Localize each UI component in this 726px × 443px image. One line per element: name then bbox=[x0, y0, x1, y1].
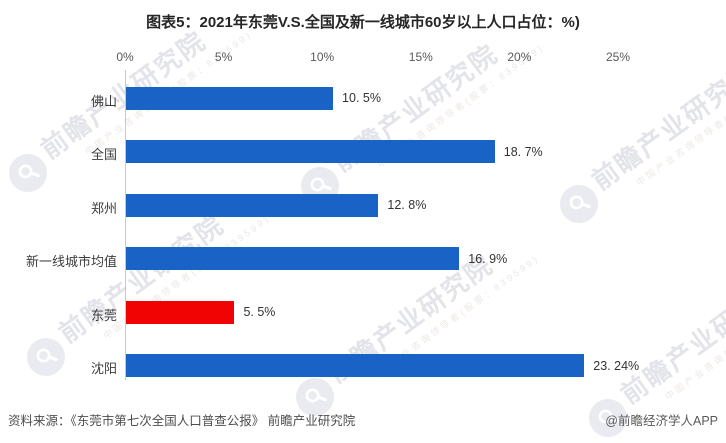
x-tick-label: 15% bbox=[408, 50, 433, 64]
value-label: 16. 9% bbox=[468, 251, 508, 266]
category-label: 新一线城市均值 bbox=[25, 254, 117, 269]
category-label: 郑州 bbox=[90, 200, 117, 216]
value-label: 12. 8% bbox=[387, 198, 427, 212]
bar bbox=[126, 354, 585, 377]
bar bbox=[126, 86, 334, 110]
qianzhan-magnifier-icon bbox=[552, 177, 606, 231]
value-label: 10. 5% bbox=[342, 91, 381, 105]
watermark-sub-text: 中国产业咨询领导者(股票：839599) bbox=[663, 273, 726, 402]
value-label: 5. 5% bbox=[243, 305, 276, 319]
category-label: 佛山 bbox=[90, 93, 117, 109]
bar bbox=[126, 247, 460, 270]
bar bbox=[126, 300, 235, 324]
bar bbox=[126, 193, 379, 217]
value-label: 23. 24% bbox=[593, 358, 640, 373]
watermark-sub-text: 中国产业咨询领导者(股票：839599) bbox=[634, 59, 726, 188]
category-label: 沈阳 bbox=[90, 361, 117, 376]
y-axis-line bbox=[125, 70, 126, 380]
x-tick-label: 5% bbox=[214, 50, 233, 64]
x-tick-label: 20% bbox=[507, 50, 532, 64]
watermark-brand-text: 前瞻产业研究院 bbox=[615, 270, 726, 410]
bar bbox=[126, 140, 495, 163]
value-label: 18. 7% bbox=[503, 144, 543, 159]
x-tick-label: 10% bbox=[310, 50, 335, 64]
credit-note: @前瞻经济学人APP bbox=[605, 414, 718, 428]
chart-title: 图表5：2021年东莞V.S.全国及新一线城市60岁以上人口占位：%) bbox=[146, 14, 580, 31]
x-tick-label: 0% bbox=[116, 50, 134, 64]
category-label: 东莞 bbox=[90, 307, 117, 323]
category-label: 全国 bbox=[90, 147, 117, 162]
watermark-tile: 前瞻产业研究院中国产业咨询领导者(股票：839599) bbox=[552, 56, 726, 231]
x-tick-label: 25% bbox=[605, 50, 631, 64]
source-note: 资料来源：《东莞市第七次全国人口普查公报》 前瞻产业研究院 bbox=[8, 414, 356, 428]
